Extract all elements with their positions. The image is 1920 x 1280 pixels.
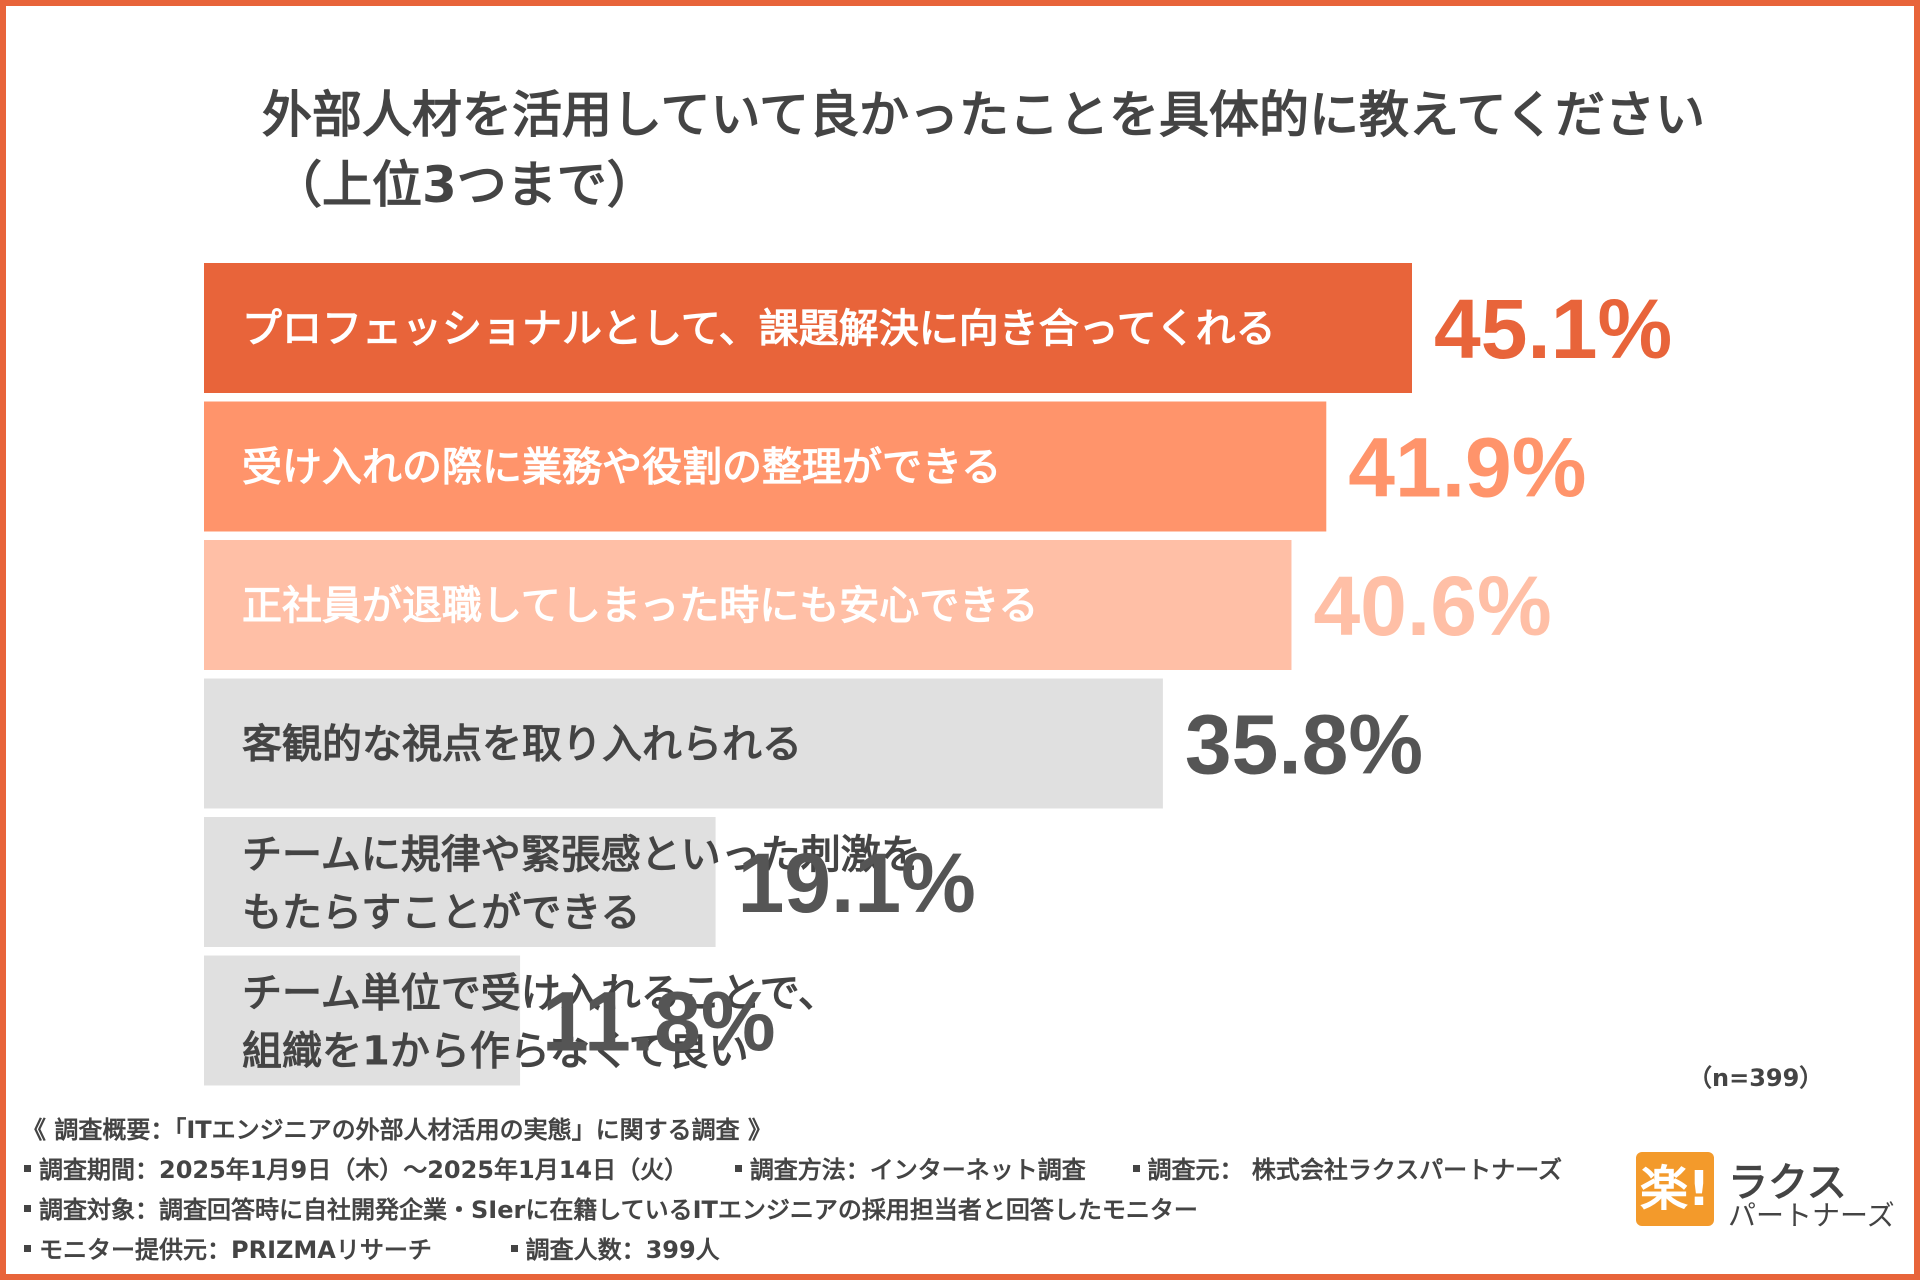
- footer-row-1: 調査期間：2025年1月9日（木）〜2025年1月14日（火） 調査方法：インタ…: [22, 1150, 1622, 1190]
- bar-label-1: プロフェッショナルとして、課題解決に向き合ってくれる: [242, 306, 1276, 352]
- bar-group-5: チームに規律や緊張感といった刺激をもたらすことができる 19.1%: [204, 817, 976, 947]
- bullet-icon: [24, 1165, 31, 1172]
- chart-title-line1: 外部人材を活用していて良かったことを具体的に教えてください: [262, 86, 1705, 144]
- footer-row-2: 調査対象：調査回答時に自社開発企業・SIerに在籍しているITエンジニアの採用担…: [22, 1190, 1622, 1230]
- value-label-5: 19.1%: [738, 836, 976, 930]
- bullet-icon: [734, 1165, 742, 1172]
- footer-row-3: モニター提供元：PRIZMAリサーチ 調査人数：399人: [22, 1230, 1622, 1270]
- value-label-1: 45.1%: [1434, 282, 1672, 376]
- bar-5: [204, 817, 716, 947]
- chart-title-line2: （上位3つまで）: [272, 156, 657, 214]
- survey-footer: 《 調査概要：「ITエンジニアの外部人材活用の実態」に関する調査 》 調査期間：…: [22, 1110, 1622, 1270]
- logo-sub: パートナーズ: [1728, 1199, 1895, 1232]
- bar-4: [204, 678, 1163, 809]
- footer-source: 調査元： 株式会社ラクスパートナーズ: [1147, 1156, 1562, 1184]
- bar-2: [204, 401, 1327, 532]
- bar-label-2: 受け入れの際に業務や役割の整理ができる: [242, 445, 1001, 491]
- bar-group-4: 客観的な視点を取り入れられる 35.8%: [204, 678, 1423, 809]
- bar-group-2: 受け入れの際に業務や役割の整理ができる 41.9%: [204, 401, 1586, 532]
- footer-period: 調査期間：2025年1月9日（木）〜2025年1月14日（火）: [39, 1156, 689, 1184]
- bullet-icon: [510, 1245, 518, 1252]
- bar-label-6: チーム単位で受け入れることで、組織を1から作らなくて良い: [242, 971, 838, 1075]
- footer-respondents: 調査人数：399人: [525, 1236, 720, 1264]
- bar-6: [204, 955, 521, 1086]
- value-label-3: 40.6%: [1313, 559, 1551, 653]
- footer-method: 調査方法：インターネット調査: [749, 1156, 1086, 1184]
- bar-label-3: 正社員が退職してしまった時にも安心できる: [242, 583, 1038, 629]
- bullet-icon: [1132, 1165, 1140, 1172]
- logo-mark: 楽!: [1636, 1152, 1714, 1226]
- bar-1: [204, 263, 1412, 393]
- bullet-icon: [24, 1245, 31, 1252]
- value-label-4: 35.8%: [1185, 698, 1423, 792]
- footer-provider: モニター提供元：PRIZMAリサーチ: [39, 1236, 432, 1264]
- sample-size-note: （n=399）: [1688, 1064, 1824, 1092]
- bullet-icon: [24, 1205, 31, 1212]
- value-label-2: 41.9%: [1348, 421, 1586, 515]
- footer-target: 調査対象：調査回答時に自社開発企業・SIerに在籍しているITエンジニアの採用担…: [39, 1196, 1198, 1224]
- bar-group-1: プロフェッショナルとして、課題解決に向き合ってくれる 45.1%: [204, 263, 1672, 393]
- bar-chart: プロフェッショナルとして、課題解決に向き合ってくれる 45.1% 受け入れの際に業務…: [204, 263, 1672, 1086]
- footer-heading: 《 調査概要：「ITエンジニアの外部人材活用の実態」に関する調査 》: [22, 1116, 773, 1144]
- company-logo: 楽! ラクス パートナーズ: [1636, 1152, 1896, 1232]
- chart-title: 外部人材を活用していて良かったことを具体的に教えてください （上位3つまで）: [262, 80, 1762, 220]
- logo-name: ラクス: [1728, 1160, 1847, 1206]
- value-label-6: 11.8%: [542, 975, 776, 1069]
- bar-3: [204, 540, 1292, 670]
- bar-label-5: チームに規律や緊張感といった刺激をもたらすことができる: [242, 832, 921, 936]
- bar-label-4: 客観的な視点を取り入れられる: [242, 722, 802, 768]
- bar-group-3: 正社員が退職してしまった時にも安心できる 40.6%: [204, 540, 1552, 670]
